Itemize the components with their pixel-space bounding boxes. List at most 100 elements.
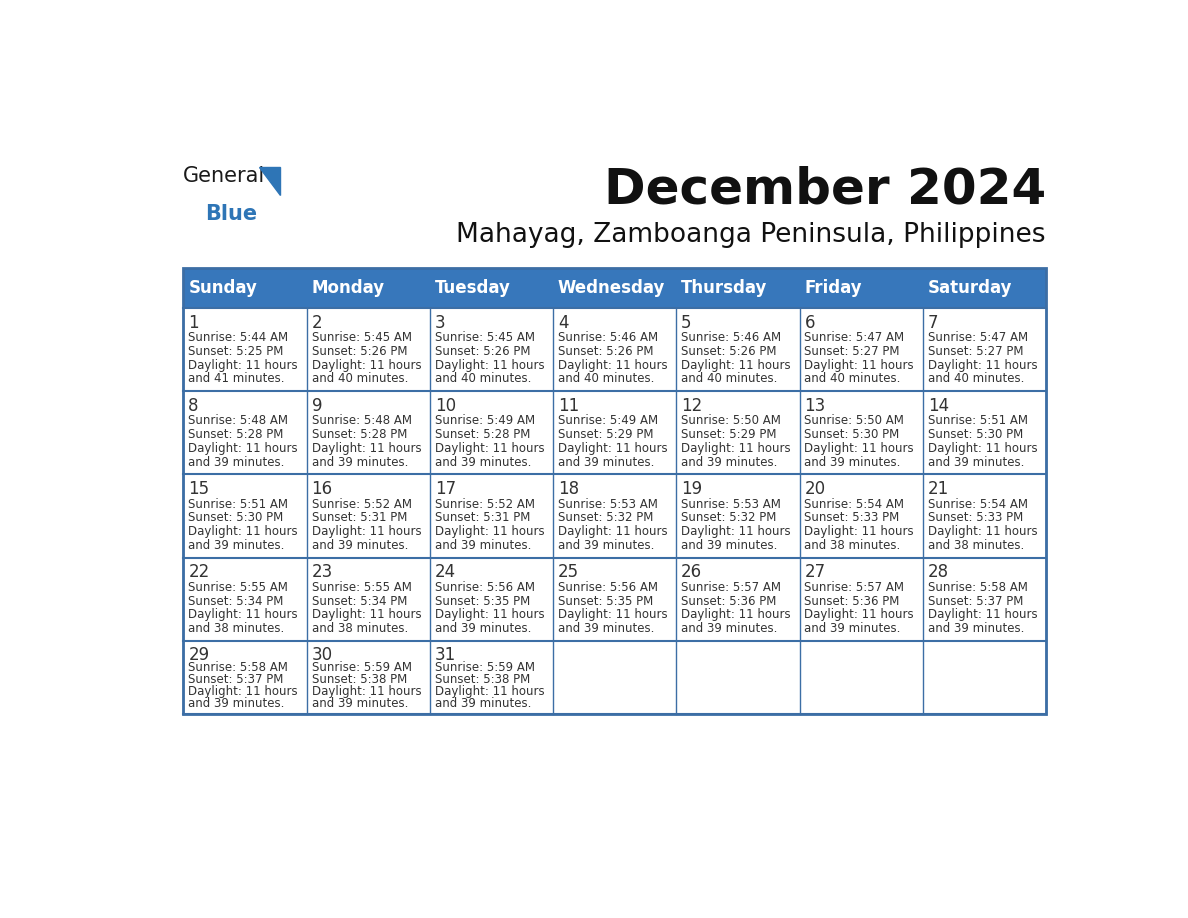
Text: Sunset: 5:26 PM: Sunset: 5:26 PM [435, 345, 530, 358]
Text: Wednesday: Wednesday [558, 279, 665, 297]
Text: 26: 26 [681, 564, 702, 581]
Bar [183, 391, 1045, 475]
Text: and 39 minutes.: and 39 minutes. [435, 539, 531, 552]
Text: Sunrise: 5:59 AM: Sunrise: 5:59 AM [435, 661, 535, 674]
Text: Sunset: 5:38 PM: Sunset: 5:38 PM [311, 673, 406, 687]
Text: Sunrise: 5:49 AM: Sunrise: 5:49 AM [435, 415, 535, 428]
Text: Sunset: 5:31 PM: Sunset: 5:31 PM [435, 511, 530, 524]
Text: and 40 minutes.: and 40 minutes. [928, 373, 1024, 386]
Text: December 2024: December 2024 [604, 165, 1045, 214]
Text: Sunset: 5:33 PM: Sunset: 5:33 PM [928, 511, 1023, 524]
Text: Sunrise: 5:55 AM: Sunrise: 5:55 AM [311, 581, 411, 594]
Text: Sunrise: 5:48 AM: Sunrise: 5:48 AM [311, 415, 411, 428]
Bar [183, 557, 1045, 641]
Text: Daylight: 11 hours: Daylight: 11 hours [311, 609, 422, 621]
Text: and 40 minutes.: and 40 minutes. [804, 373, 901, 386]
Text: Sunset: 5:25 PM: Sunset: 5:25 PM [189, 345, 284, 358]
Text: Daylight: 11 hours: Daylight: 11 hours [804, 525, 914, 538]
Text: Daylight: 11 hours: Daylight: 11 hours [558, 359, 668, 372]
Text: Daylight: 11 hours: Daylight: 11 hours [189, 442, 298, 455]
Text: Sunrise: 5:57 AM: Sunrise: 5:57 AM [804, 581, 904, 594]
Text: Daylight: 11 hours: Daylight: 11 hours [558, 609, 668, 621]
Text: Sunrise: 5:54 AM: Sunrise: 5:54 AM [928, 498, 1028, 510]
Text: and 39 minutes.: and 39 minutes. [681, 455, 778, 469]
Text: Daylight: 11 hours: Daylight: 11 hours [928, 525, 1037, 538]
Text: and 40 minutes.: and 40 minutes. [558, 373, 655, 386]
Text: Sunrise: 5:53 AM: Sunrise: 5:53 AM [558, 498, 658, 510]
Text: Sunrise: 5:51 AM: Sunrise: 5:51 AM [928, 415, 1028, 428]
Text: and 39 minutes.: and 39 minutes. [435, 455, 531, 469]
Text: and 39 minutes.: and 39 minutes. [311, 539, 407, 552]
Text: Mahayag, Zamboanga Peninsula, Philippines: Mahayag, Zamboanga Peninsula, Philippine… [456, 222, 1045, 248]
Text: Daylight: 11 hours: Daylight: 11 hours [681, 442, 791, 455]
Text: 17: 17 [435, 480, 456, 498]
Text: Sunset: 5:28 PM: Sunset: 5:28 PM [435, 428, 530, 442]
Text: Daylight: 11 hours: Daylight: 11 hours [928, 609, 1037, 621]
Text: 30: 30 [311, 645, 333, 664]
Text: 6: 6 [804, 314, 815, 332]
Text: 24: 24 [435, 564, 456, 581]
Text: Sunset: 5:37 PM: Sunset: 5:37 PM [928, 595, 1023, 608]
Text: Daylight: 11 hours: Daylight: 11 hours [928, 359, 1037, 372]
Text: 13: 13 [804, 397, 826, 415]
Text: Sunset: 5:26 PM: Sunset: 5:26 PM [311, 345, 407, 358]
Text: 19: 19 [681, 480, 702, 498]
Text: Sunday: Sunday [189, 279, 257, 297]
Text: 3: 3 [435, 314, 446, 332]
Text: Tuesday: Tuesday [435, 279, 511, 297]
Text: and 38 minutes.: and 38 minutes. [804, 539, 901, 552]
Text: Daylight: 11 hours: Daylight: 11 hours [311, 525, 422, 538]
Text: Sunrise: 5:51 AM: Sunrise: 5:51 AM [189, 498, 289, 510]
Text: 16: 16 [311, 480, 333, 498]
Text: and 39 minutes.: and 39 minutes. [435, 698, 531, 711]
Text: 31: 31 [435, 645, 456, 664]
Text: and 39 minutes.: and 39 minutes. [435, 622, 531, 635]
Text: Daylight: 11 hours: Daylight: 11 hours [681, 609, 791, 621]
Text: Sunset: 5:29 PM: Sunset: 5:29 PM [558, 428, 653, 442]
Text: Sunrise: 5:45 AM: Sunrise: 5:45 AM [311, 331, 411, 344]
Text: Sunrise: 5:59 AM: Sunrise: 5:59 AM [311, 661, 411, 674]
Text: and 38 minutes.: and 38 minutes. [311, 622, 407, 635]
Bar [183, 308, 1045, 391]
Text: and 40 minutes.: and 40 minutes. [311, 373, 407, 386]
Text: Daylight: 11 hours: Daylight: 11 hours [804, 609, 914, 621]
Text: Sunset: 5:37 PM: Sunset: 5:37 PM [189, 673, 284, 687]
Text: and 41 minutes.: and 41 minutes. [189, 373, 285, 386]
Text: Sunset: 5:36 PM: Sunset: 5:36 PM [681, 595, 777, 608]
Text: Sunrise: 5:56 AM: Sunrise: 5:56 AM [435, 581, 535, 594]
Text: Daylight: 11 hours: Daylight: 11 hours [804, 442, 914, 455]
Text: Sunset: 5:35 PM: Sunset: 5:35 PM [558, 595, 653, 608]
Text: 7: 7 [928, 314, 939, 332]
Text: Sunset: 5:30 PM: Sunset: 5:30 PM [804, 428, 899, 442]
Text: 22: 22 [189, 564, 209, 581]
Text: Sunrise: 5:52 AM: Sunrise: 5:52 AM [435, 498, 535, 510]
Text: and 39 minutes.: and 39 minutes. [189, 698, 285, 711]
Text: 12: 12 [681, 397, 702, 415]
Text: 11: 11 [558, 397, 580, 415]
Text: and 39 minutes.: and 39 minutes. [311, 698, 407, 711]
Text: Sunset: 5:26 PM: Sunset: 5:26 PM [558, 345, 653, 358]
Text: Daylight: 11 hours: Daylight: 11 hours [928, 442, 1037, 455]
Text: Blue: Blue [206, 204, 257, 224]
Text: and 38 minutes.: and 38 minutes. [928, 539, 1024, 552]
Text: Sunrise: 5:58 AM: Sunrise: 5:58 AM [189, 661, 289, 674]
Text: Daylight: 11 hours: Daylight: 11 hours [435, 359, 544, 372]
Text: Sunset: 5:38 PM: Sunset: 5:38 PM [435, 673, 530, 687]
Text: 25: 25 [558, 564, 579, 581]
Text: Sunrise: 5:50 AM: Sunrise: 5:50 AM [804, 415, 904, 428]
Text: Sunrise: 5:57 AM: Sunrise: 5:57 AM [681, 581, 782, 594]
Text: and 40 minutes.: and 40 minutes. [435, 373, 531, 386]
Text: Sunrise: 5:54 AM: Sunrise: 5:54 AM [804, 498, 904, 510]
Text: Sunrise: 5:48 AM: Sunrise: 5:48 AM [189, 415, 289, 428]
Text: Sunset: 5:33 PM: Sunset: 5:33 PM [804, 511, 899, 524]
Text: Sunset: 5:34 PM: Sunset: 5:34 PM [189, 595, 284, 608]
Text: and 39 minutes.: and 39 minutes. [558, 455, 655, 469]
Text: Friday: Friday [804, 279, 862, 297]
Text: and 39 minutes.: and 39 minutes. [681, 622, 778, 635]
Text: Sunrise: 5:45 AM: Sunrise: 5:45 AM [435, 331, 535, 344]
Bar [183, 268, 1045, 308]
Text: and 39 minutes.: and 39 minutes. [558, 539, 655, 552]
Text: and 39 minutes.: and 39 minutes. [928, 622, 1024, 635]
Text: Sunrise: 5:47 AM: Sunrise: 5:47 AM [804, 331, 904, 344]
Text: and 39 minutes.: and 39 minutes. [558, 622, 655, 635]
